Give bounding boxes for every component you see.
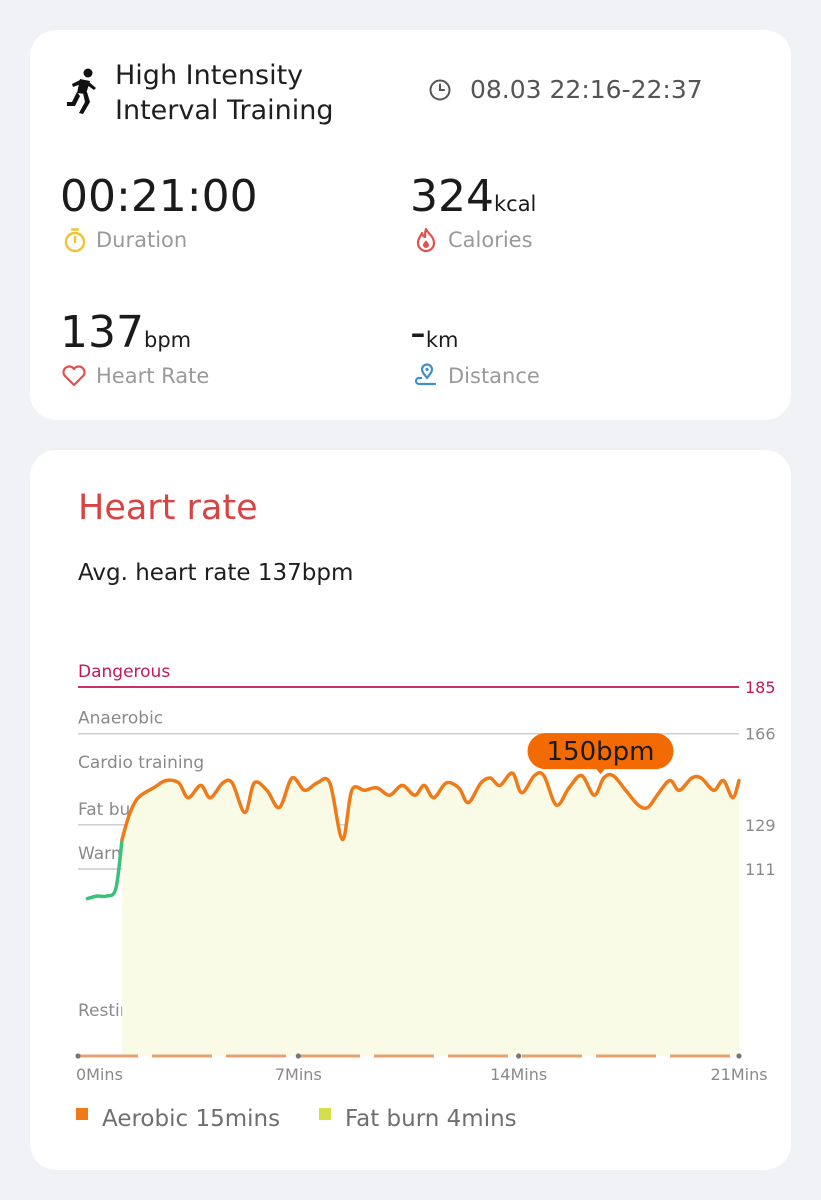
stopwatch-icon <box>62 227 88 253</box>
peak-value-label: 150bpm <box>547 737 655 767</box>
zone-threshold-label: 166 <box>745 725 776 744</box>
heart-rate-label: Heart Rate <box>96 364 210 388</box>
heart-rate-value-text: 137 <box>60 307 144 358</box>
workout-time-range: 08.03 22:16-22:37 <box>470 75 703 104</box>
legend-fat-burn-label: Fat burn 4mins <box>345 1106 517 1132</box>
calories-value: 324kcal <box>410 172 536 229</box>
distance-value-text: - <box>410 307 426 358</box>
calories-value-text: 324 <box>410 171 494 222</box>
distance-unit: km <box>425 328 459 352</box>
zone-threshold-label: 129 <box>745 816 776 835</box>
heart-rate-chart[interactable]: 185 Dangerous 166 Anaerobic Cardio training 1… <box>30 450 791 1170</box>
peak-callout: 150bpm <box>527 733 674 775</box>
zone-label-dangerous: Dangerous <box>78 662 170 682</box>
x-axis-tick <box>75 1053 81 1059</box>
heart-rate-line-low <box>85 837 124 901</box>
zone-threshold-label: 111 <box>745 860 776 879</box>
x-axis-tick <box>516 1053 522 1059</box>
legend-fat-burn-swatch <box>319 1108 331 1120</box>
zone-label-cardio-training: Cardio training <box>78 753 204 773</box>
peak-badge-pointer <box>595 768 606 775</box>
average-heart-rate: Avg. heart rate 137bpm <box>78 560 354 586</box>
legend-aerobic: Aerobic 15mins <box>76 1104 280 1134</box>
heart-rate-unit: bpm <box>143 328 192 352</box>
heart-rate-value: 137bpm <box>60 308 191 365</box>
heart-rate-title: Heart rate <box>78 488 258 528</box>
x-axis-tick-label: 7Mins <box>275 1065 322 1084</box>
clock-icon <box>428 78 452 102</box>
workout-title-line-1: High Intensity <box>115 60 304 91</box>
distance-value: -km <box>410 308 459 365</box>
workout-title: High Intensity Interval Training <box>115 58 415 128</box>
duration-value: 00:21:00 <box>60 172 258 222</box>
zone-threshold-label: 185 <box>745 678 776 697</box>
calories-label: Calories <box>448 228 533 252</box>
duration-value-text: 00:21:00 <box>60 171 258 222</box>
x-axis-tick-label: 0Mins <box>76 1065 123 1084</box>
legend-aerobic-label: Aerobic 15mins <box>102 1106 281 1132</box>
heart-icon <box>61 363 87 389</box>
workout-summary-card: High Intensity Interval Training 08.03 2… <box>30 30 791 420</box>
peak-badge <box>527 733 674 770</box>
x-axis-tick-label: 21Mins <box>710 1065 767 1084</box>
x-axis: 0Mins 7Mins 14Mins 21Mins <box>75 1053 768 1084</box>
location-pin-icon <box>414 363 440 389</box>
legend-fat-burn: Fat burn 4mins <box>319 1104 517 1134</box>
distance-label: Distance <box>448 364 540 388</box>
running-person-icon <box>63 66 99 116</box>
heart-rate-area-fill <box>122 772 740 1056</box>
duration-label: Duration <box>96 228 188 252</box>
x-axis-tick <box>736 1053 742 1059</box>
workout-title-line-2: Interval Training <box>115 95 334 126</box>
x-axis-tick <box>295 1053 301 1059</box>
x-axis-tick-label: 14Mins <box>490 1065 547 1084</box>
calories-unit: kcal <box>493 192 537 216</box>
legend-aerobic-swatch <box>76 1108 88 1120</box>
zone-label-anaerobic: Anaerobic <box>78 709 163 729</box>
heart-rate-card: Heart rate Avg. heart rate 137bpm 185 Dan… <box>30 450 791 1170</box>
heart-rate-line-high <box>120 770 741 842</box>
flame-icon <box>413 227 439 253</box>
